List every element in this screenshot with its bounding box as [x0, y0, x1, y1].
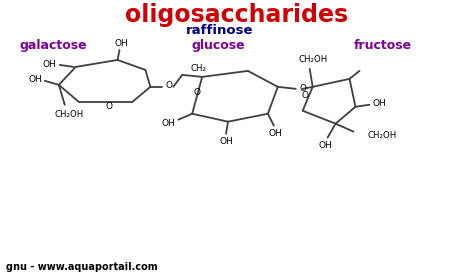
Text: O: O: [194, 88, 201, 97]
Text: CH₂OH: CH₂OH: [54, 110, 83, 119]
Text: OH: OH: [43, 60, 57, 70]
Text: O: O: [166, 81, 173, 90]
Text: fructose: fructose: [353, 39, 411, 52]
Text: OH: OH: [28, 75, 42, 84]
Text: O: O: [301, 91, 308, 100]
Text: CH₂OH: CH₂OH: [298, 55, 327, 65]
Text: CH₂: CH₂: [190, 64, 206, 73]
Text: raffinose: raffinose: [186, 23, 254, 37]
Text: OH: OH: [373, 99, 386, 108]
Text: OH: OH: [319, 141, 332, 150]
Text: oligosaccharides: oligosaccharides: [126, 3, 348, 27]
Text: O: O: [105, 102, 112, 111]
Text: gnu - www.aquaportail.com: gnu - www.aquaportail.com: [6, 262, 158, 272]
Text: OH: OH: [162, 119, 175, 128]
Text: OH: OH: [115, 39, 128, 47]
Text: glucose: glucose: [191, 39, 245, 52]
Text: OH: OH: [219, 137, 233, 146]
Text: CH₂OH: CH₂OH: [367, 131, 397, 140]
Text: galactose: galactose: [19, 39, 87, 52]
Text: O: O: [299, 84, 306, 93]
Text: OH: OH: [269, 129, 283, 138]
